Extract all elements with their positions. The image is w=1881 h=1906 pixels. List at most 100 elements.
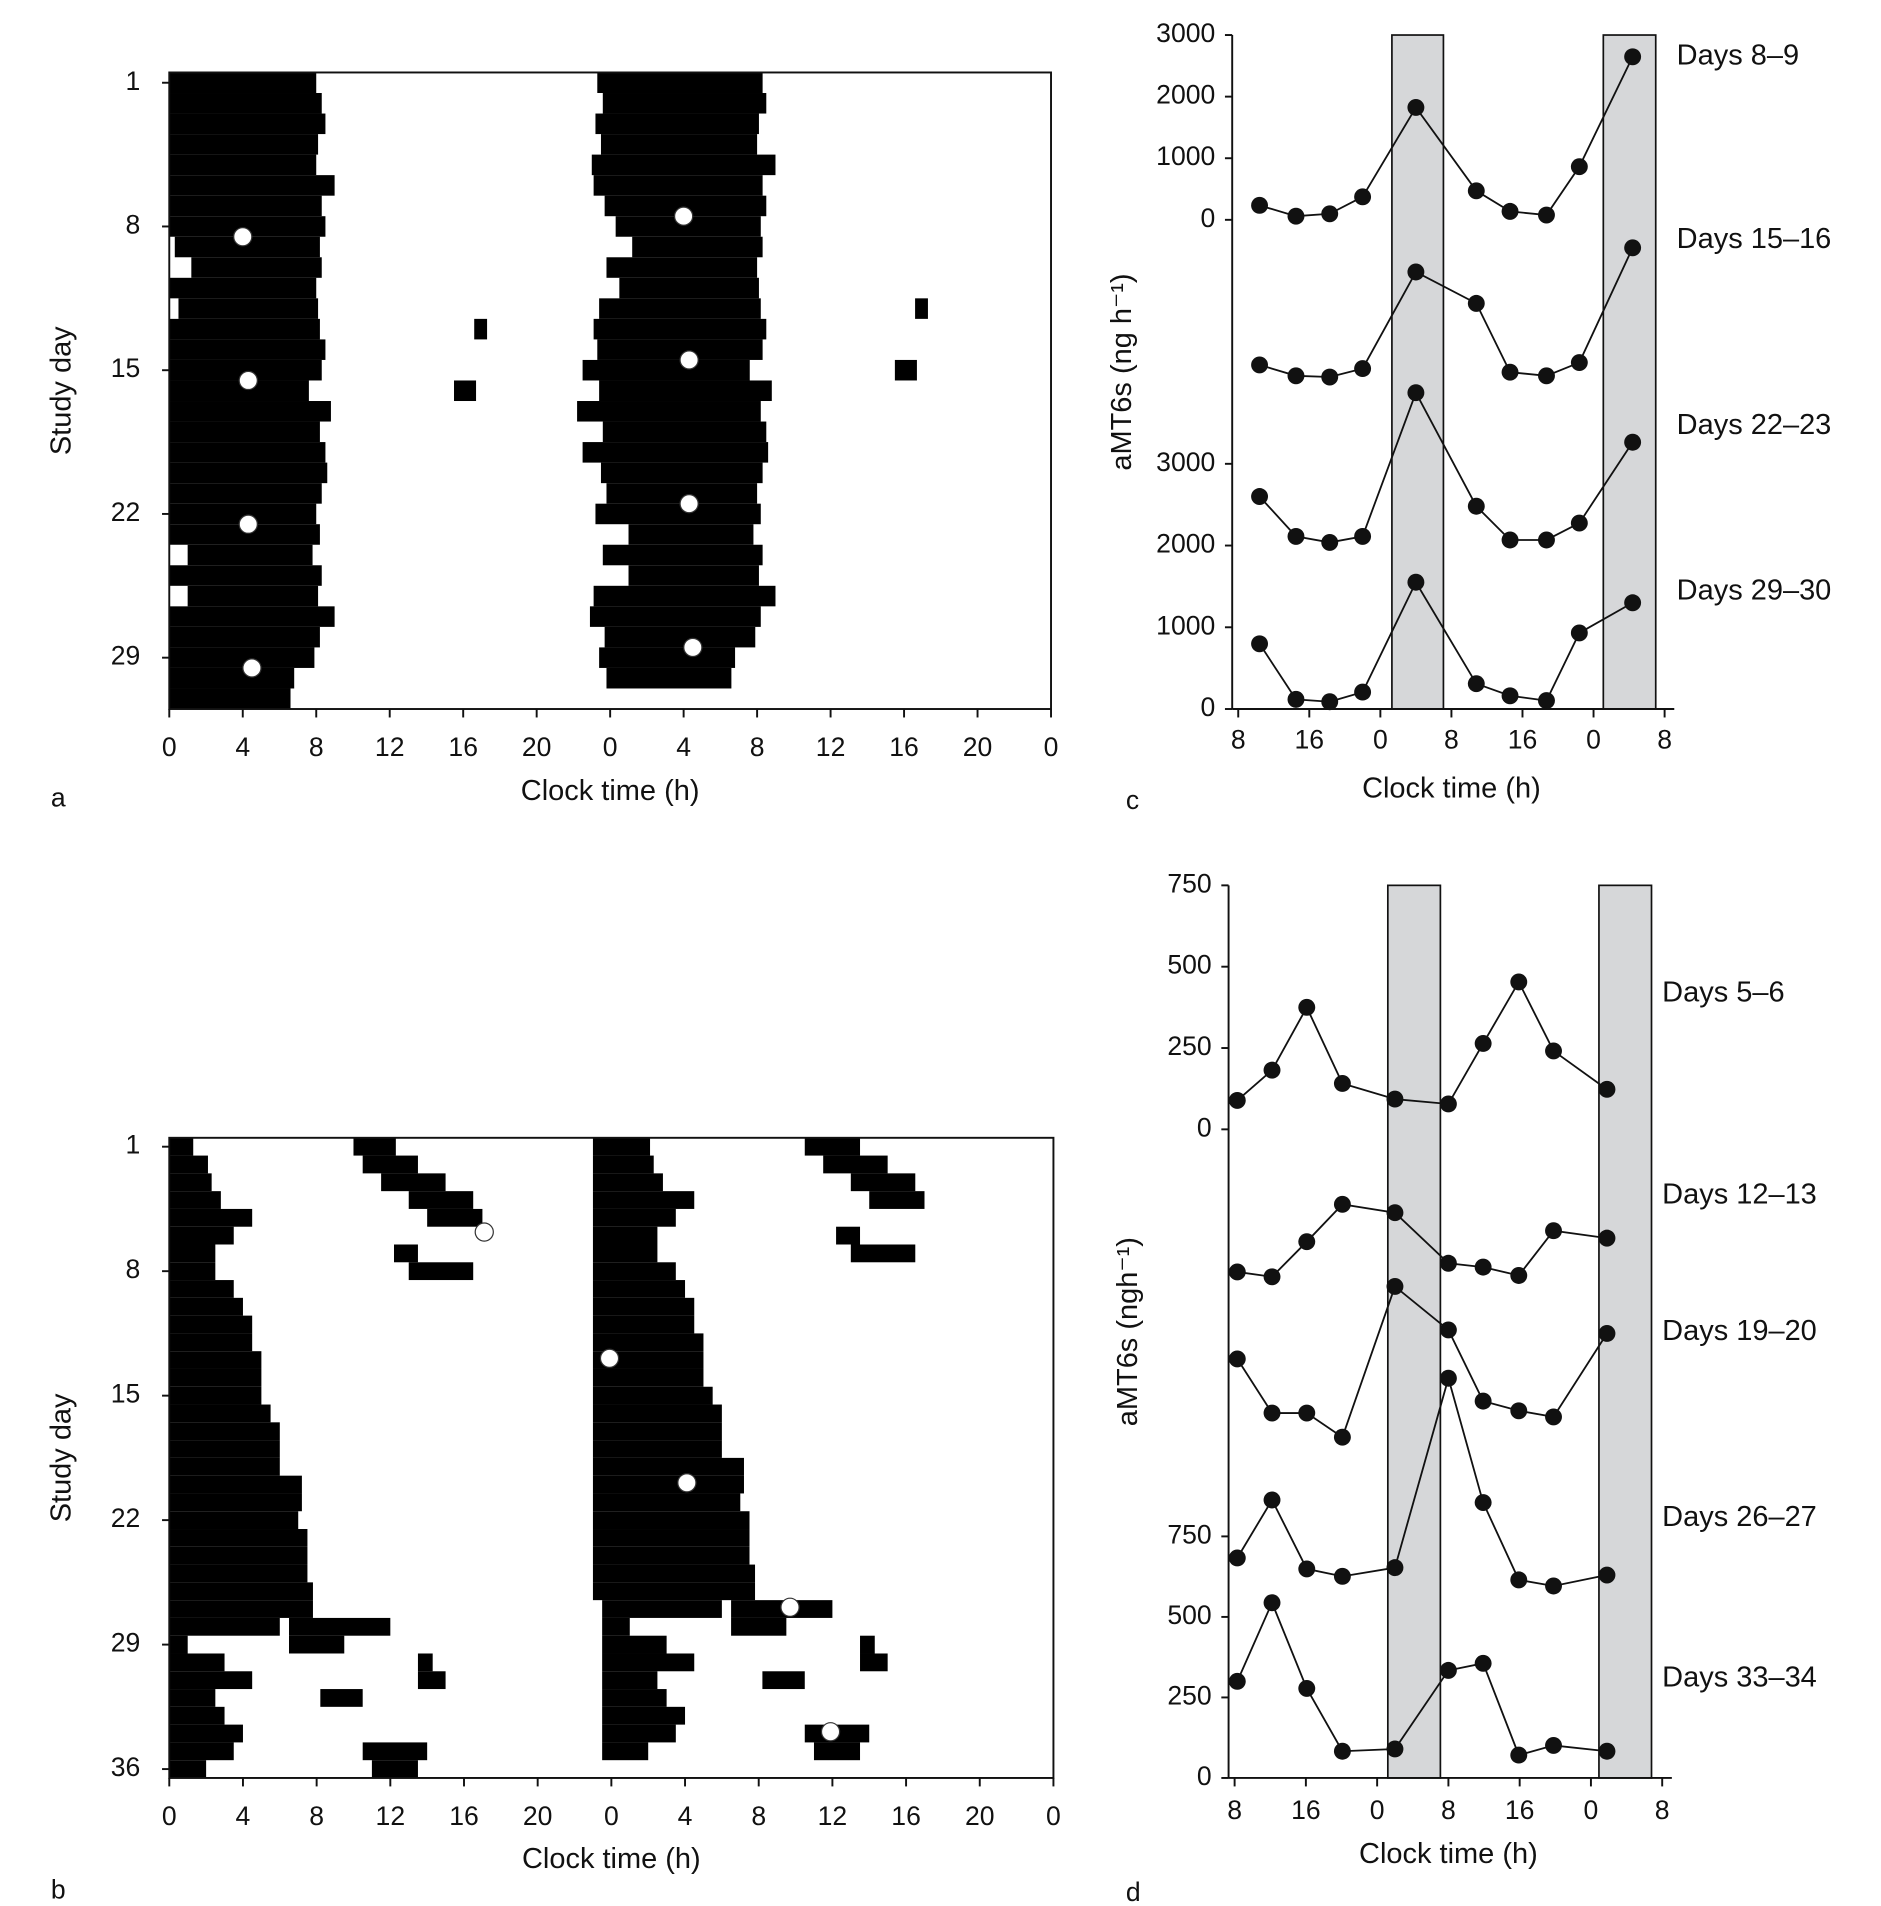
sleep-episode [362,1742,428,1761]
data-point [1510,1402,1528,1420]
sleep-episode [592,1155,654,1174]
melatonin-marker [242,658,262,678]
data-point [1407,384,1425,402]
sleep-episode [169,421,320,443]
melatonin-marker [238,370,258,391]
sleep-episode [582,442,769,463]
x-tick-label: 20 [965,1801,995,1831]
data-point [1251,356,1269,374]
data-point [1598,1742,1616,1760]
sleep-episode [169,1333,253,1352]
series-line [1236,1600,1608,1757]
melatonin-marker [679,494,699,514]
data-point [1386,1559,1404,1577]
data-point [1333,1742,1351,1760]
sleep-episode [169,359,322,381]
data-point [1570,624,1588,642]
sleep-episode [169,1386,262,1405]
sleep-episode [169,1724,243,1743]
sleep-episode [169,175,335,196]
sleep-episode [593,585,776,607]
data-point [1598,1229,1616,1247]
sleep-episode [592,1582,756,1601]
sleep-episode [602,93,767,114]
sleep-episode [169,72,317,94]
sleep-episode [169,483,322,504]
data-point [1321,533,1339,551]
y-tick-label: 3000 [1156,447,1215,477]
data-point [1263,1594,1281,1612]
sleep-episode [169,442,326,463]
sleep-episode [592,1173,663,1192]
sleep-episode [599,380,772,402]
data-point [1474,1035,1492,1052]
y-tick-label: 8 [126,209,141,239]
data-point [1251,196,1269,214]
data-point [1624,48,1642,66]
data-point [1321,368,1339,386]
sleep-episode [592,1368,704,1387]
series-line [1259,56,1634,218]
sleep-episode [169,524,320,545]
sleep-episode [169,1297,243,1316]
data-point [1570,514,1588,532]
sleep-episode [169,1244,216,1263]
data-point [1263,1061,1281,1079]
data-point [1333,1075,1351,1092]
y-tick-label: 8 [126,1254,141,1284]
sleep-episode [628,565,759,586]
sleep-episode [595,113,759,135]
sleep-episode [474,318,488,340]
data-point [1439,1661,1457,1679]
y-tick-label: 15 [111,1379,141,1409]
x-tick-label: 0 [162,732,177,762]
sleep-episode [602,1689,667,1707]
sleep-episode [169,1635,188,1654]
x-tick-label: 8 [1441,1795,1456,1825]
data-point [1545,1736,1562,1754]
x-axis-label: Clock time (h) [522,1843,701,1875]
data-point [1439,1369,1457,1387]
melatonin-marker [677,1473,697,1493]
data-point [1501,687,1519,705]
sleep-episode [604,626,756,648]
sleep-shading [1386,884,1442,1779]
sleep-episode [169,606,335,627]
sleep-episode [602,421,767,443]
x-tick-label: 0 [1044,732,1059,762]
sleep-episode [169,1760,207,1778]
y-tick-label: 750 [1167,1519,1211,1549]
sleep-episode [353,1137,396,1156]
y-tick-label: 500 [1167,950,1211,980]
panel-label: a [51,783,66,813]
sleep-episode [731,1617,787,1636]
data-point [1298,1404,1316,1422]
sleep-episode [602,1617,630,1636]
sleep-episode [169,1653,225,1672]
sleep-episode [602,1600,722,1618]
y-tick-label: 0 [1197,1761,1212,1791]
sleep-episode [169,1564,308,1583]
data-point [1386,1277,1404,1295]
sleep-episode [427,1208,483,1227]
data-point [1228,1091,1246,1109]
x-tick-label: 16 [448,732,478,762]
sleep-episode [169,134,319,155]
sleep-episode [408,1191,474,1209]
x-axis-label: Clock time (h) [521,775,700,807]
data-point [1439,1095,1457,1113]
sleep-episode [628,524,754,545]
x-tick-label: 16 [449,1801,479,1831]
data-point [1228,1549,1246,1567]
y-tick-label: 22 [111,497,141,527]
data-point [1598,1325,1616,1342]
sleep-episode [169,1529,308,1547]
data-point [1439,1321,1457,1339]
series-line [1237,1203,1608,1278]
data-point [1545,1408,1562,1426]
sleep-episode [169,1208,253,1227]
sleep-episode [169,667,295,689]
data-point [1354,188,1372,206]
y-tick-label: 2000 [1156,529,1215,559]
sleep-episode [169,1493,302,1512]
